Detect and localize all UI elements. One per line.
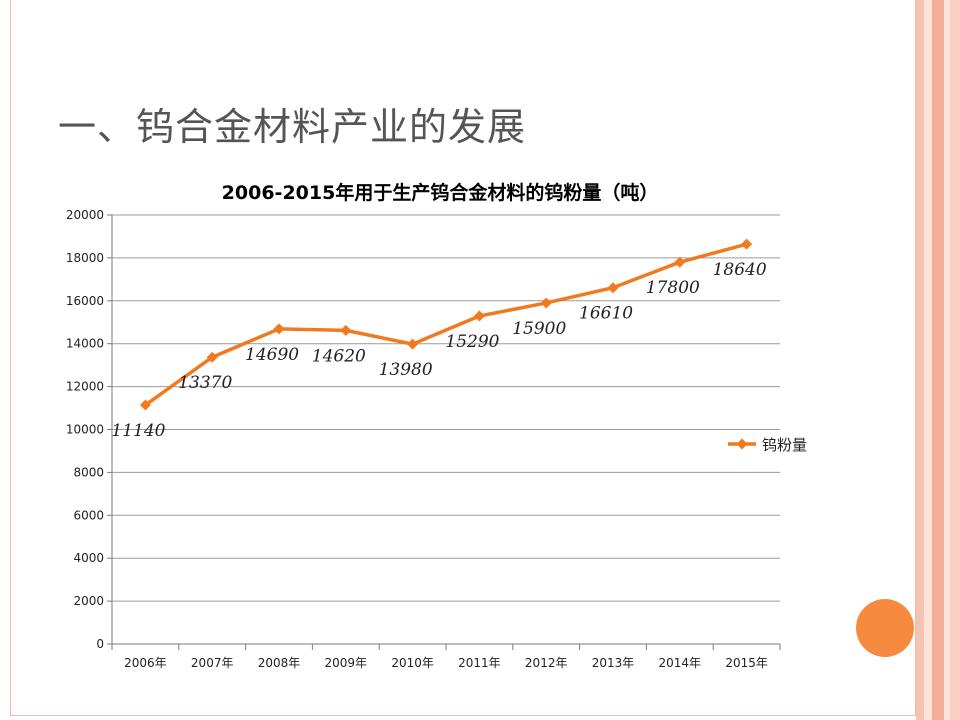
data-label: 18640 (713, 260, 767, 280)
data-label: 11140 (111, 421, 165, 441)
x-tick-label: 2011年 (458, 656, 501, 670)
series-line (144, 242, 748, 407)
slide-frame (10, 0, 916, 716)
data-label: 13980 (379, 360, 433, 380)
decorative-circle (856, 599, 914, 657)
stripe (932, 0, 944, 720)
chart-title: 2006-2015年用于生产钨合金材料的钨粉量（吨） (221, 182, 659, 204)
data-label: 15290 (445, 332, 499, 352)
data-point (674, 256, 686, 268)
x-tick-label: 2009年 (325, 656, 368, 670)
y-tick-label: 20000 (66, 208, 104, 222)
data-point (607, 282, 619, 294)
data-label: 13370 (178, 373, 232, 393)
y-tick-label: 16000 (66, 294, 104, 308)
data-label: 15900 (512, 319, 566, 339)
stripe (944, 0, 950, 720)
y-tick-label: 10000 (66, 423, 104, 437)
legend-label: 钨粉量 (762, 436, 807, 454)
data-label: 14620 (312, 346, 366, 366)
data-label: 14690 (245, 345, 299, 365)
data-point (473, 310, 485, 322)
data-label: 17800 (646, 278, 700, 298)
y-tick-label: 18000 (66, 251, 104, 265)
stripe (950, 0, 960, 720)
data-point (407, 338, 419, 350)
x-tick-label: 2015年 (725, 656, 768, 670)
data-point (206, 351, 218, 363)
data-point (741, 238, 753, 250)
y-tick-label: 8000 (73, 465, 104, 479)
x-tick-label: 2008年 (258, 656, 301, 670)
x-tick-label: 2006年 (124, 656, 167, 670)
legend-marker-icon (736, 438, 748, 450)
x-tick-label: 2007年 (191, 656, 234, 670)
x-tick-label: 2014年 (659, 656, 702, 670)
x-tick-label: 2010年 (391, 656, 434, 670)
slide-title: 一、钨合金材料产业的发展 (58, 105, 527, 149)
data-point (540, 297, 552, 309)
y-tick-label: 12000 (66, 380, 104, 394)
y-tick-label: 0 (96, 637, 104, 651)
data-point (273, 323, 285, 335)
y-tick-label: 4000 (73, 551, 104, 565)
y-tick-label: 2000 (73, 594, 104, 608)
x-tick-label: 2012年 (525, 656, 568, 670)
data-label: 16610 (579, 304, 633, 324)
stripe (916, 0, 924, 720)
decorative-stripes (916, 0, 960, 720)
y-tick-label: 6000 (73, 508, 104, 522)
stripe (924, 0, 932, 720)
data-point (340, 324, 352, 336)
data-point (139, 399, 151, 411)
x-tick-label: 2013年 (592, 656, 635, 670)
y-tick-label: 14000 (66, 337, 104, 351)
